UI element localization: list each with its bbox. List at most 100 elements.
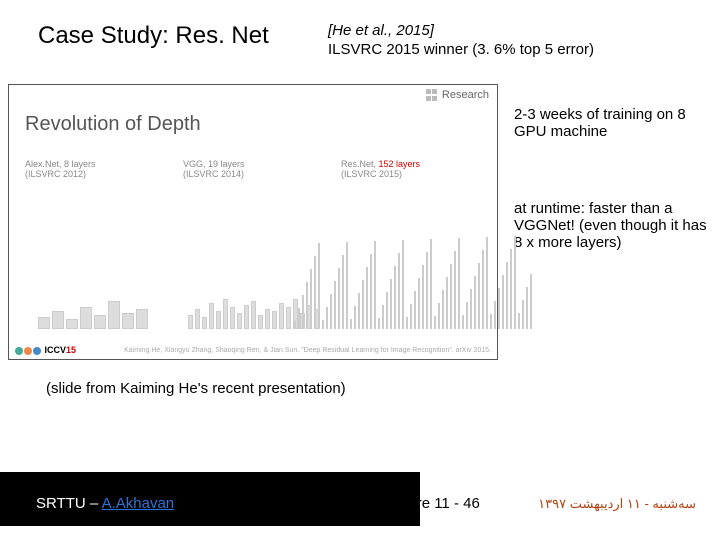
footer-date: ﺳﻪﺷﻨﺒﻪ - ۱۱ اردیبهشت ۱۳۹۷ — [538, 496, 696, 512]
bar — [202, 317, 207, 329]
citation-line-2: ILSVRC 2015 winner (3. 6% top 5 error) — [328, 41, 594, 58]
bar — [188, 315, 193, 329]
bar-group — [23, 301, 163, 329]
bar — [108, 301, 120, 329]
bar — [454, 251, 456, 329]
bar — [230, 307, 235, 329]
citation-block: [He et al., 2015] ILSVRC 2015 winner (3.… — [328, 22, 594, 58]
bar — [494, 301, 496, 329]
bar — [322, 320, 324, 329]
bar — [522, 300, 524, 329]
bar — [406, 317, 408, 329]
dot-icon — [24, 347, 32, 355]
bar — [510, 249, 512, 329]
slide-attribution: (slide from Kaiming He's recent presenta… — [46, 380, 346, 397]
net-label-resnet: Res.Net, 152 layers (ILSVRC 2015) — [341, 159, 481, 179]
bar — [94, 315, 106, 329]
bar — [334, 281, 336, 329]
bar — [418, 278, 420, 329]
bar — [486, 237, 488, 329]
bar — [136, 309, 148, 329]
bar — [318, 243, 320, 329]
footer-author-link[interactable]: A.Akhavan — [102, 495, 175, 512]
bar — [518, 313, 520, 329]
bar — [370, 254, 372, 329]
bar — [310, 269, 312, 329]
bar — [265, 309, 270, 329]
bar — [402, 240, 404, 329]
bar — [378, 318, 380, 329]
bar — [251, 301, 256, 329]
footer-mid: Lecture 11 - 46 — [380, 495, 480, 512]
bar — [52, 311, 64, 329]
bar — [330, 294, 332, 329]
bar-group — [343, 236, 483, 329]
bar — [354, 306, 356, 329]
note-training: 2-3 weeks of training on 8 GPU machine — [514, 106, 714, 140]
footer-left: SRTTU – A.Akhavan — [36, 495, 174, 512]
net-label-vgg: VGG, 19 layers (ILSVRC 2014) — [183, 159, 323, 179]
slide-title: Case Study: Res. Net — [38, 22, 318, 58]
net-name: VGG, 19 layers — [183, 159, 323, 169]
bar — [490, 314, 492, 329]
bar — [362, 280, 364, 329]
net-sub: (ILSVRC 2012) — [25, 169, 165, 179]
bar — [216, 311, 221, 329]
net-label-alexnet: Alex.Net, 8 layers (ILSVRC 2012) — [25, 159, 165, 179]
dot-icon — [15, 347, 23, 355]
bar — [366, 267, 368, 329]
bar — [442, 290, 444, 329]
bar — [326, 307, 328, 329]
bar — [374, 241, 376, 329]
bar — [430, 239, 432, 329]
bar — [346, 242, 348, 329]
bar — [306, 282, 308, 329]
bar — [122, 313, 134, 329]
bar-groups — [23, 193, 483, 329]
bar — [414, 291, 416, 329]
bar — [498, 288, 500, 329]
bar — [195, 309, 200, 329]
bar — [237, 313, 242, 329]
bar — [410, 304, 412, 329]
bar — [342, 255, 344, 329]
lecture-prefix: Lecture 11 - — [380, 495, 463, 512]
iccv-badge: ICCV15 — [15, 345, 76, 355]
research-label: Research — [442, 89, 489, 101]
bar — [470, 289, 472, 329]
ms-logo-icon — [426, 89, 438, 101]
chart-area — [23, 193, 483, 329]
bar — [434, 316, 436, 329]
bar — [258, 315, 263, 329]
iccv-year: 15 — [66, 345, 76, 355]
body-row: Research Revolution of Depth Alex.Net, 8… — [8, 84, 714, 360]
bar — [386, 292, 388, 329]
bar — [458, 238, 460, 329]
bar — [279, 303, 284, 329]
iccv-text: ICCV — [45, 345, 67, 355]
bar — [358, 293, 360, 329]
slide: Case Study: Res. Net [He et al., 2015] I… — [0, 0, 720, 540]
bar — [394, 266, 396, 329]
figure-top-brand: Research — [426, 89, 489, 101]
note-runtime: at runtime: faster than a VGGNet! (even … — [514, 200, 714, 251]
bar — [223, 299, 228, 329]
figure-title: Revolution of Depth — [25, 113, 201, 136]
net-name: Res.Net, 152 layers — [341, 159, 481, 169]
bar — [80, 307, 92, 329]
bar — [38, 317, 50, 329]
bar — [66, 319, 78, 329]
bar — [502, 275, 504, 329]
bar — [526, 287, 528, 329]
net-sub: (ILSVRC 2015) — [341, 169, 481, 179]
bar — [506, 262, 508, 329]
bar — [466, 302, 468, 329]
page-number: 46 — [463, 495, 480, 512]
bar — [302, 295, 304, 329]
embedded-figure: Research Revolution of Depth Alex.Net, 8… — [8, 84, 498, 360]
bar — [209, 303, 214, 329]
bar — [478, 263, 480, 329]
side-notes: 2-3 weeks of training on 8 GPU machine a… — [514, 84, 714, 360]
bar — [398, 253, 400, 329]
bar — [314, 256, 316, 329]
